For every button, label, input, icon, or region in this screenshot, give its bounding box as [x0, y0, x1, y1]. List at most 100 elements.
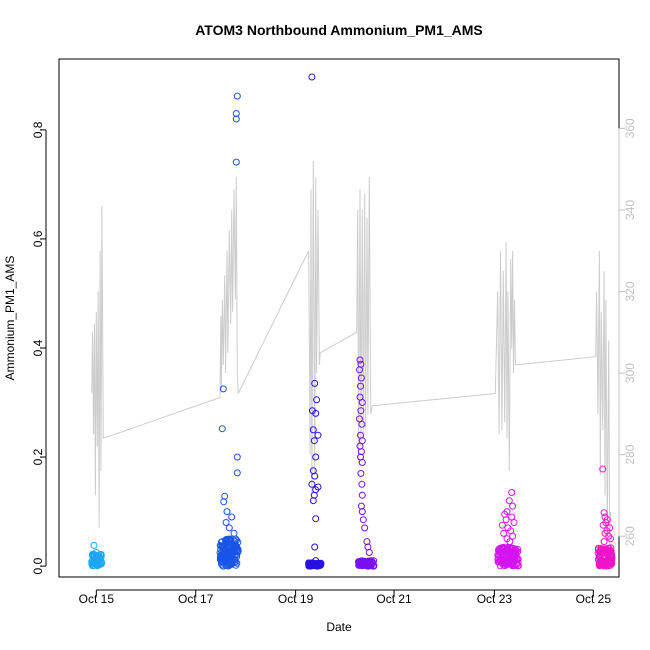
- data-point: [312, 409, 320, 417]
- data-point: [232, 115, 240, 123]
- data-point: [358, 399, 366, 406]
- scatter-series-4: [354, 356, 378, 570]
- data-point: [501, 562, 509, 570]
- data-point: [311, 379, 319, 387]
- data-point: [313, 396, 321, 404]
- data-point: [510, 519, 518, 526]
- data-point: [508, 561, 515, 569]
- data-point: [508, 562, 516, 570]
- y2-tick-label: 260: [623, 526, 637, 546]
- data-point: [224, 556, 232, 564]
- data-point: [218, 549, 226, 557]
- data-point: [312, 515, 320, 523]
- data-point: [220, 498, 228, 506]
- data-point: [358, 420, 366, 428]
- data-point: [233, 453, 241, 461]
- data-point: [225, 524, 233, 532]
- plot-area-frame: [58, 58, 620, 578]
- y-tick-label: 0.6: [31, 230, 45, 247]
- data-point: [358, 491, 366, 499]
- data-point: [311, 472, 319, 480]
- data-point: [312, 557, 320, 565]
- data-point: [365, 549, 373, 556]
- data-point: [219, 562, 227, 570]
- scatter-series-2: [216, 92, 242, 570]
- data-point: [93, 552, 101, 560]
- chart-title: ATOM3 Northbound Ammonium_PM1_AMS: [195, 22, 483, 38]
- data-point: [89, 562, 96, 570]
- data-point: [358, 480, 366, 488]
- y2-tick-label: 360: [623, 118, 637, 138]
- y2-tick-label: 280: [623, 444, 637, 464]
- data-point: [509, 545, 517, 553]
- data-point: [358, 508, 366, 516]
- data-point: [219, 385, 227, 393]
- data-point: [508, 489, 516, 496]
- data-point: [233, 92, 241, 100]
- data-point: [361, 524, 369, 532]
- data-point: [599, 465, 607, 473]
- x-tick-label: Oct 25: [576, 592, 612, 606]
- data-point: [218, 425, 226, 433]
- data-point: [357, 502, 365, 510]
- x-tick-label: Oct 17: [178, 592, 214, 606]
- data-point: [231, 543, 239, 551]
- data-point: [310, 437, 318, 445]
- data-point: [308, 73, 316, 81]
- data-point: [600, 509, 608, 517]
- data-point: [499, 551, 507, 559]
- x-tick-label: Oct 21: [376, 592, 412, 606]
- scatter-points-layer: [88, 73, 616, 570]
- x-tick-label: Oct 19: [278, 592, 314, 606]
- data-point: [600, 538, 608, 546]
- data-point: [224, 544, 232, 552]
- data-point: [601, 555, 609, 563]
- data-point: [220, 542, 228, 550]
- x-axis-label: Date: [326, 620, 352, 634]
- y-tick-label: 0.8: [31, 121, 45, 138]
- data-point: [314, 431, 322, 439]
- data-point: [357, 374, 365, 382]
- data-point: [608, 550, 616, 558]
- data-point: [228, 550, 235, 558]
- data-point: [505, 497, 513, 505]
- data-point: [359, 516, 367, 524]
- data-point: [230, 529, 238, 537]
- data-point: [311, 543, 319, 551]
- data-point: [356, 356, 364, 364]
- y-tick-label: 0.4: [31, 339, 45, 356]
- data-point: [500, 529, 508, 537]
- x-tick-label: Oct 15: [79, 592, 115, 606]
- data-point: [223, 508, 231, 516]
- data-point: [90, 552, 98, 560]
- data-point: [233, 469, 241, 477]
- data-point: [231, 555, 239, 563]
- data-point: [357, 407, 365, 415]
- scatter-series-3: [305, 73, 325, 570]
- scatter-series-5: [494, 489, 522, 570]
- data-point: [221, 492, 229, 500]
- data-point: [309, 497, 317, 505]
- data-point: [232, 158, 240, 166]
- data-point: [312, 453, 320, 461]
- data-point: [223, 542, 231, 550]
- data-point: [494, 556, 502, 564]
- y-tick-label: 0.0: [31, 557, 45, 574]
- x-tick-label: Oct 23: [477, 592, 513, 606]
- secondary-series-line: [91, 160, 612, 545]
- data-point: [498, 544, 506, 552]
- data-point: [222, 519, 230, 526]
- data-point: [357, 469, 365, 477]
- secondary-line-layer: [91, 160, 612, 545]
- data-point: [367, 562, 375, 570]
- data-point: [356, 366, 363, 374]
- data-point: [357, 382, 364, 390]
- data-point: [510, 550, 518, 558]
- axes-layer: Oct 15 Oct 17 Oct 19 Oct 21 Oct 23 Oct 25 0.0 0…: [31, 118, 637, 606]
- data-point: [225, 539, 233, 546]
- data-point: [370, 562, 378, 570]
- y2-tick-label: 340: [623, 200, 637, 220]
- data-point: [218, 553, 226, 561]
